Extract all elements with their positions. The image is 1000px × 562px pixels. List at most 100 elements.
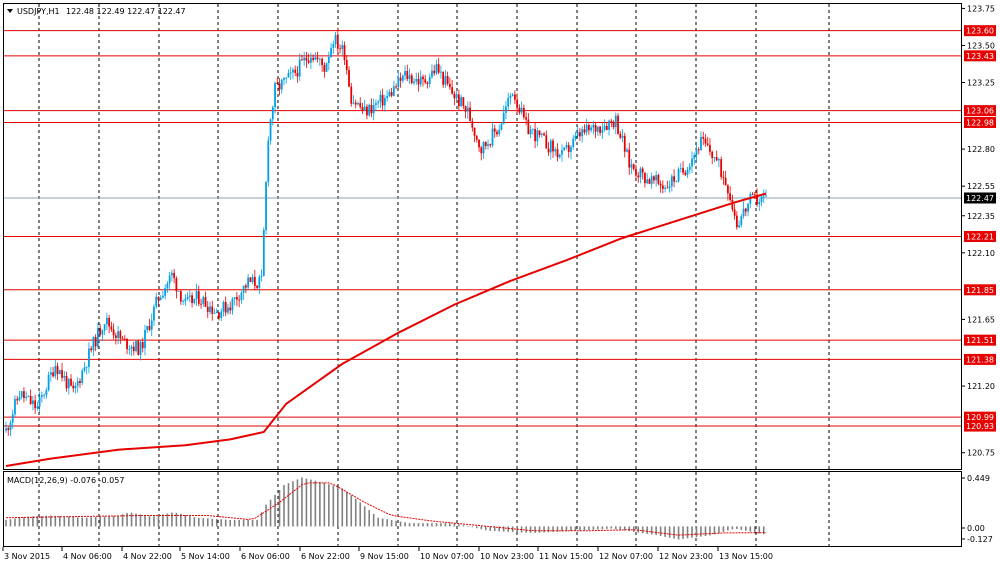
- candle-body: [61, 370, 63, 378]
- price-tick-label: 123.50: [967, 41, 995, 50]
- candle-body: [260, 275, 263, 277]
- candle-body: [601, 129, 604, 133]
- macd-bar: [484, 526, 487, 531]
- macd-bar: [112, 515, 115, 527]
- candle-body: [103, 324, 106, 331]
- ohlc-readout: 122.48 122.49 122.47 122.47: [66, 7, 186, 16]
- candle-body: [202, 297, 205, 304]
- macd-bar: [59, 516, 61, 527]
- candle-body: [471, 121, 474, 128]
- macd-bar: [76, 517, 79, 527]
- candle-body: [415, 78, 418, 82]
- candle-body: [287, 72, 290, 78]
- macd-bar: [63, 516, 66, 527]
- candle-body: [303, 57, 306, 61]
- macd-bar: [310, 479, 312, 527]
- macd-bar: [368, 510, 370, 527]
- macd-bar: [700, 526, 702, 537]
- candle-body: [227, 307, 229, 313]
- macd-bar: [323, 482, 326, 527]
- candle-body: [289, 72, 292, 74]
- candle-body: [547, 148, 550, 153]
- candle-body: [462, 97, 465, 106]
- macd-bar: [574, 526, 577, 531]
- candle-body: [368, 104, 371, 116]
- moving-average-line: [5, 192, 767, 467]
- candle-body: [179, 291, 182, 302]
- candle-body: [592, 125, 595, 128]
- candle-body: [213, 312, 216, 314]
- candle-body: [424, 79, 427, 83]
- macd-bar: [359, 502, 362, 527]
- candle-body: [464, 105, 467, 112]
- candle-body: [123, 338, 126, 340]
- candle-body: [594, 125, 597, 132]
- macd-bar: [238, 519, 240, 527]
- macd-bar: [381, 518, 384, 527]
- macd-bar: [99, 516, 101, 527]
- price-tick-label: 122.80: [967, 145, 995, 154]
- macd-bar: [27, 516, 30, 527]
- price-tick-label: 120.75: [967, 449, 995, 458]
- candle-body: [388, 92, 391, 97]
- candle-body: [70, 378, 72, 386]
- macd-bar: [14, 518, 16, 527]
- candle-body: [195, 291, 198, 299]
- candle-body: [500, 123, 503, 130]
- macd-bar: [54, 515, 57, 527]
- candle-body: [623, 135, 626, 152]
- candle-body: [691, 158, 693, 167]
- macd-bar: [363, 506, 366, 527]
- candle-body: [583, 129, 586, 133]
- candle-body: [650, 176, 653, 184]
- candle-body: [265, 181, 267, 230]
- candle-body: [724, 177, 727, 186]
- macd-bar: [90, 517, 92, 527]
- macd-bar: [426, 523, 429, 527]
- candle-body: [489, 144, 492, 146]
- candle-body: [92, 336, 95, 351]
- candle-body: [236, 297, 238, 300]
- macd-bar: [422, 523, 424, 527]
- candle-body: [702, 136, 705, 139]
- candle-body: [722, 176, 725, 178]
- candle-body: [90, 348, 93, 351]
- candle-body: [621, 135, 624, 138]
- candle-body: [112, 329, 115, 336]
- macd-bar: [632, 526, 635, 532]
- macd-bar: [682, 526, 684, 539]
- candle-body: [292, 69, 294, 73]
- candle-body: [704, 138, 707, 144]
- macd-bar: [588, 526, 590, 531]
- candle-body: [94, 336, 97, 347]
- candle-body: [67, 378, 70, 389]
- support-resistance-lines: 123.60 123.43 123.06 122.98 122.21 121.85 121.…: [4, 25, 996, 432]
- candle-body: [231, 298, 234, 311]
- candle-body: [502, 112, 505, 124]
- candle-body: [536, 130, 539, 142]
- candle-body: [484, 142, 487, 146]
- candle-body: [370, 104, 373, 114]
- candle-body: [679, 168, 682, 169]
- macd-bar: [50, 515, 52, 527]
- candle-body: [596, 126, 599, 132]
- macd-bar: [570, 526, 572, 532]
- symbol-dropdown-icon[interactable]: [7, 9, 13, 13]
- candle-body: [34, 400, 37, 409]
- candle-body: [159, 297, 162, 300]
- macd-bar: [691, 526, 693, 538]
- candle-body: [240, 292, 243, 301]
- candle-body: [655, 175, 658, 181]
- macd-bar: [81, 517, 84, 527]
- candle-body: [386, 96, 389, 99]
- candle-body: [410, 75, 413, 84]
- macd-bar: [72, 516, 75, 527]
- macd-bar: [274, 494, 276, 527]
- candle-body: [543, 133, 545, 136]
- macd-bar: [597, 526, 599, 530]
- price-tick-label: 123.25: [967, 78, 995, 87]
- candle-body: [271, 107, 274, 120]
- candle-body: [641, 168, 644, 173]
- macd-bar: [628, 526, 631, 532]
